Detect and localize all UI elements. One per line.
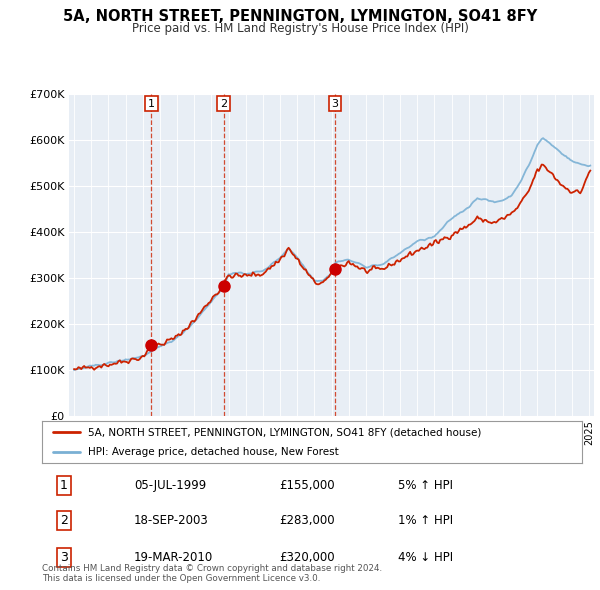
Text: Contains HM Land Registry data © Crown copyright and database right 2024.
This d: Contains HM Land Registry data © Crown c… (42, 563, 382, 583)
Text: 5A, NORTH STREET, PENNINGTON, LYMINGTON, SO41 8FY: 5A, NORTH STREET, PENNINGTON, LYMINGTON,… (63, 9, 537, 24)
Text: 05-JUL-1999: 05-JUL-1999 (134, 478, 206, 492)
Text: 1: 1 (59, 478, 68, 492)
Text: 2: 2 (59, 514, 68, 527)
Text: £283,000: £283,000 (280, 514, 335, 527)
Text: 5A, NORTH STREET, PENNINGTON, LYMINGTON, SO41 8FY (detached house): 5A, NORTH STREET, PENNINGTON, LYMINGTON,… (88, 427, 481, 437)
Text: £155,000: £155,000 (280, 478, 335, 492)
Text: Price paid vs. HM Land Registry's House Price Index (HPI): Price paid vs. HM Land Registry's House … (131, 22, 469, 35)
Text: 18-SEP-2003: 18-SEP-2003 (134, 514, 209, 527)
Text: 3: 3 (332, 99, 338, 109)
Text: HPI: Average price, detached house, New Forest: HPI: Average price, detached house, New … (88, 447, 338, 457)
Text: 4% ↓ HPI: 4% ↓ HPI (398, 550, 454, 564)
Text: 3: 3 (59, 550, 68, 564)
Text: 1: 1 (148, 99, 155, 109)
Text: 2: 2 (220, 99, 227, 109)
Text: 1% ↑ HPI: 1% ↑ HPI (398, 514, 454, 527)
Text: 19-MAR-2010: 19-MAR-2010 (134, 550, 213, 564)
Text: 5% ↑ HPI: 5% ↑ HPI (398, 478, 454, 492)
Text: £320,000: £320,000 (280, 550, 335, 564)
